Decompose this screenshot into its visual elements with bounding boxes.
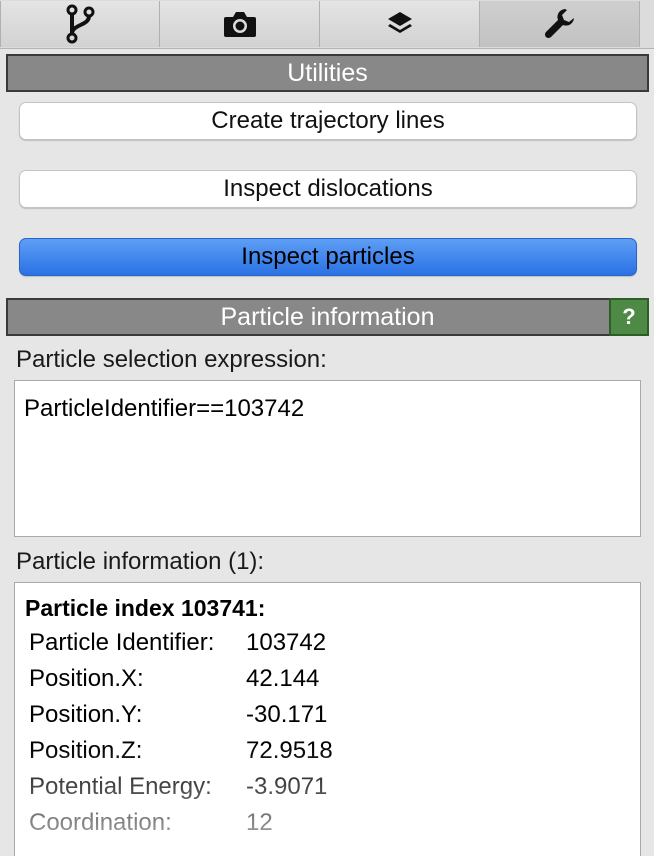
info-row-value: 12: [246, 809, 273, 836]
create-trajectory-lines-button[interactable]: Create trajectory lines: [19, 102, 637, 140]
tab-pipeline[interactable]: [0, 1, 160, 47]
tab-render[interactable]: [160, 1, 320, 47]
pipeline-branch-icon: [64, 4, 96, 44]
selection-expression-input[interactable]: ParticleIdentifier==103742: [14, 380, 641, 537]
info-row-key: Particle Identifier:: [29, 629, 215, 656]
tab-bar: [0, 0, 654, 49]
info-row-key: Position.X:: [29, 665, 144, 692]
particle-index-title: Particle index 103741:: [25, 595, 266, 621]
inspect-particles-label: Inspect particles: [241, 243, 415, 270]
info-row-value: 103742: [246, 629, 327, 656]
info-row-value: 72.9518: [246, 737, 333, 764]
inspect-dislocations-button[interactable]: Inspect dislocations: [19, 170, 637, 208]
selection-expression-value: ParticleIdentifier==103742: [24, 395, 305, 422]
info-row-key: Position.Y:: [29, 701, 143, 728]
particle-information-header-label: Particle information: [220, 302, 435, 331]
wrench-icon: [543, 7, 577, 41]
inspect-dislocations-label: Inspect dislocations: [223, 175, 433, 202]
info-row-key: Position.Z:: [29, 737, 143, 764]
info-row-key: Coordination:: [29, 809, 172, 836]
camera-icon: [223, 10, 257, 38]
particle-information-panel[interactable]: Particle index 103741: Particle Identifi…: [14, 582, 641, 856]
create-trajectory-lines-label: Create trajectory lines: [211, 107, 445, 134]
info-row-key: Potential Energy:: [29, 773, 212, 800]
info-row-value: -3.9071: [246, 773, 328, 800]
inspect-particles-button[interactable]: Inspect particles: [19, 238, 637, 276]
help-button[interactable]: ?: [609, 298, 649, 336]
info-row-value: -30.171: [246, 701, 328, 728]
tab-bar-spacer: [640, 0, 654, 48]
tab-overlays[interactable]: [320, 1, 480, 47]
selection-expression-label: Particle selection expression:: [16, 346, 327, 373]
info-row-value: 42.144: [246, 665, 320, 692]
utilities-header: Utilities: [6, 54, 649, 92]
utilities-header-label: Utilities: [287, 58, 368, 87]
layers-icon: [385, 9, 415, 39]
tab-utilities[interactable]: [480, 1, 640, 47]
help-button-label: ?: [622, 304, 636, 329]
particle-information-count-label: Particle information (1):: [16, 548, 265, 575]
particle-information-header: Particle information ?: [6, 298, 649, 336]
